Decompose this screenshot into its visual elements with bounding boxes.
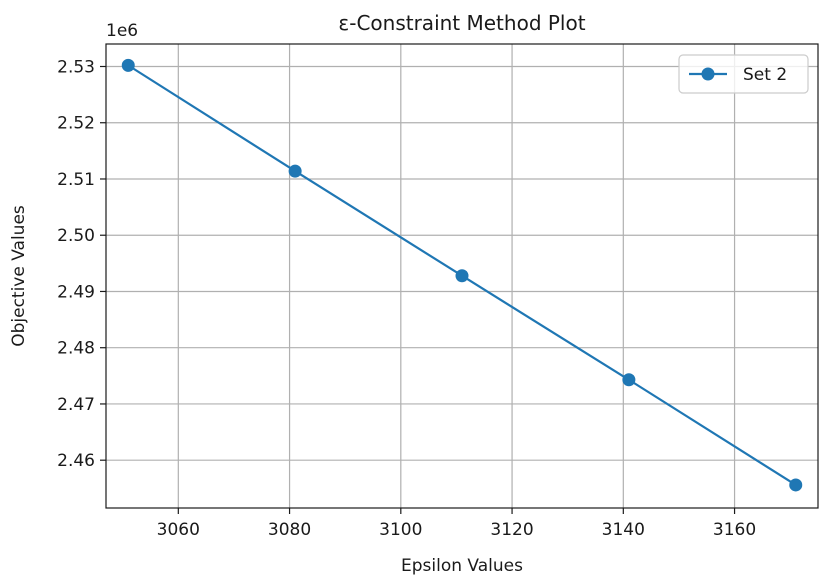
series-layer [121, 58, 803, 492]
data-point [455, 269, 469, 283]
y-tick-label: 2.53 [57, 57, 95, 77]
ticks: 3060 3080 3100 3120 3140 3160 2.46 2.47 2.48 2.49… [57, 57, 756, 540]
chart-title: ε-Constraint Method Plot [338, 11, 585, 35]
legend-marker [701, 67, 715, 81]
y-tick-label: 2.51 [57, 170, 95, 190]
y-tick-label: 2.46 [57, 451, 95, 471]
data-point [622, 373, 636, 387]
x-tick-label: 3140 [602, 520, 645, 540]
y-tick-label: 2.49 [57, 282, 95, 302]
data-point [288, 164, 302, 178]
y-tick-label: 2.48 [57, 339, 95, 359]
plot-frame [105, 43, 819, 509]
x-tick-label: 3160 [713, 520, 756, 540]
x-tick-label: 3080 [268, 520, 311, 540]
y-tick-label: 2.52 [57, 114, 95, 134]
x-tick-label: 3060 [157, 520, 200, 540]
data-point [121, 58, 135, 72]
legend-box [678, 54, 809, 94]
y-tick-label: 2.50 [57, 226, 95, 246]
y-axis-label: Objective Values [9, 205, 29, 347]
x-axis-label: Epsilon Values [401, 556, 523, 576]
legend-label: Set 2 [743, 65, 787, 85]
x-tick-label: 3120 [490, 520, 533, 540]
y-tick-label: 2.47 [57, 395, 95, 415]
data-point [789, 478, 803, 492]
legend: Set 2 [678, 54, 809, 94]
x-tick-label: 3100 [379, 520, 422, 540]
y-axis-offset-label: 1e6 [106, 21, 138, 41]
